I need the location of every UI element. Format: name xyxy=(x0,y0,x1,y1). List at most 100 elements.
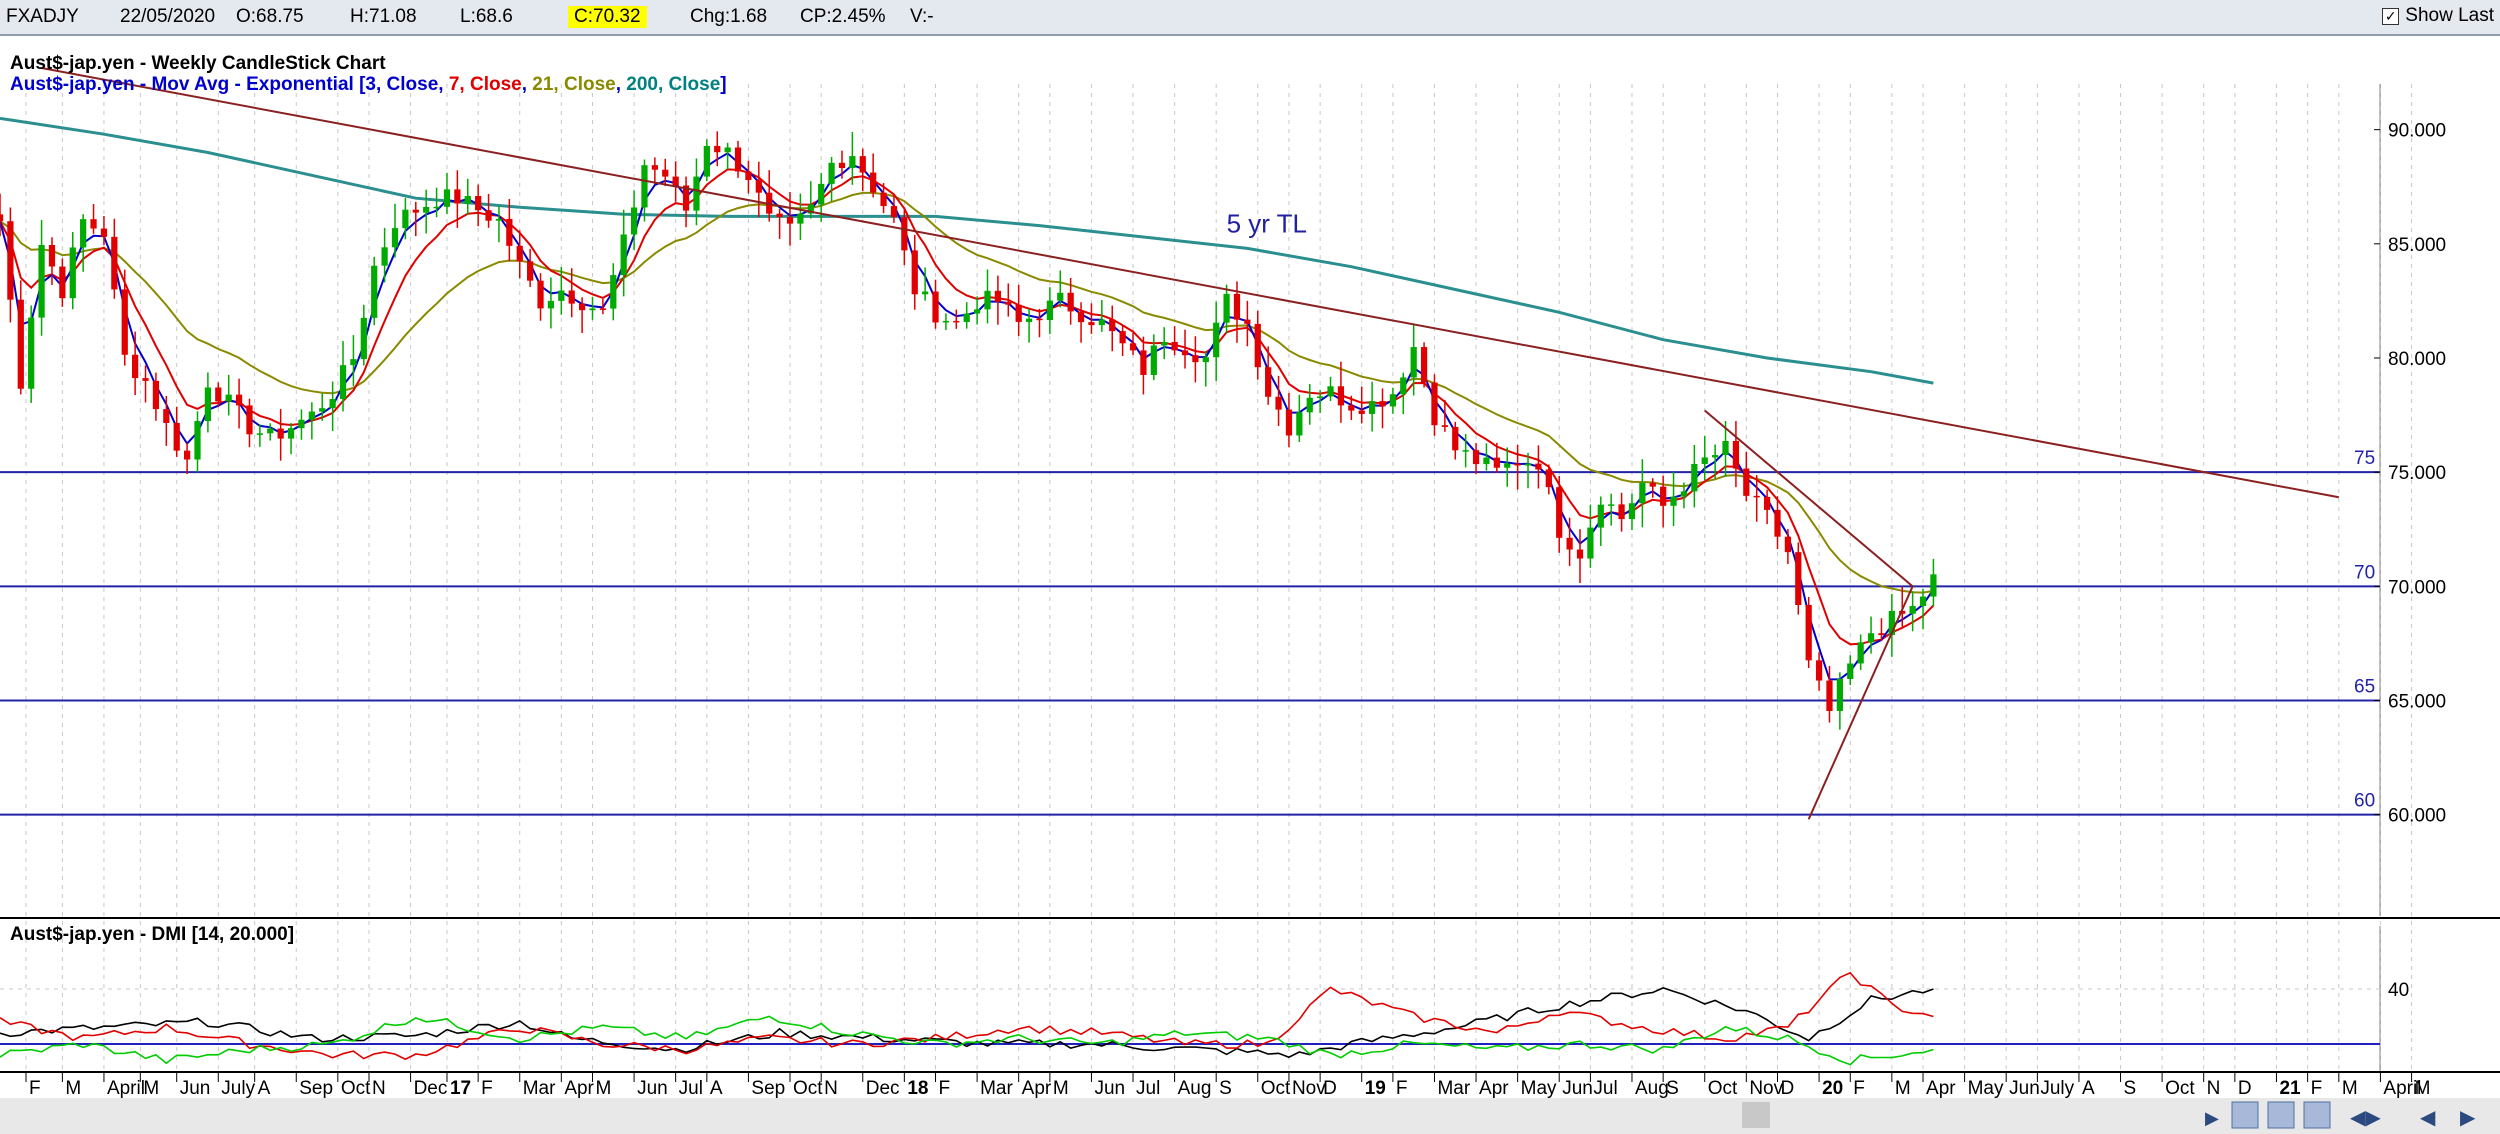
candle-body xyxy=(1774,509,1781,537)
x-tick-label: Apr xyxy=(1479,1078,1509,1099)
x-tick-label: A xyxy=(2082,1078,2095,1099)
x-tick-label: Aug xyxy=(1178,1078,1212,1099)
candle-body xyxy=(1067,292,1074,312)
scrollbar-track[interactable] xyxy=(0,1098,2500,1134)
show-last-label: Show Last xyxy=(2405,5,2494,26)
candle-body xyxy=(953,320,960,323)
scrollbar[interactable]: ▶ ◀▶ ◀ ▶ xyxy=(0,1098,2500,1134)
x-tick-label: Jul xyxy=(679,1078,703,1099)
candle-body xyxy=(1119,331,1126,344)
scrollbar-thumb[interactable] xyxy=(1742,1102,1770,1128)
candle-body xyxy=(589,308,596,311)
checkbox-icon[interactable]: ✓ xyxy=(2382,7,2400,25)
ema-21-line xyxy=(0,191,1934,594)
zoom-out-icon[interactable] xyxy=(2267,1101,2295,1129)
candle-body xyxy=(1732,440,1740,469)
candle-body xyxy=(48,245,56,267)
candle-body xyxy=(142,378,149,381)
candle-body xyxy=(942,320,950,323)
candle-body xyxy=(391,228,399,248)
indicator-part: 7, Close xyxy=(449,74,522,95)
pan-forward-icon[interactable]: ▶ xyxy=(2460,1107,2476,1129)
show-last-toggle[interactable]: ✓ Show Last xyxy=(2382,5,2494,27)
candle-body xyxy=(1202,357,1209,363)
x-tick-label: F xyxy=(939,1078,951,1099)
candle-body xyxy=(1317,396,1324,398)
candle-body xyxy=(1628,503,1636,520)
x-tick-label: N xyxy=(2207,1078,2221,1099)
candle-body xyxy=(672,176,679,186)
chart-canvas[interactable]: 75 70 65 60 90.000 85.000 80.000 75.000 70.000 6… xyxy=(0,36,2500,1134)
candle-body xyxy=(1639,482,1646,504)
candle-body xyxy=(277,428,284,439)
pan-back-icon[interactable]: ◀ xyxy=(2420,1107,2436,1129)
candle-body xyxy=(1410,347,1417,378)
candle-body xyxy=(80,219,87,248)
candle-body xyxy=(1025,318,1033,322)
level-label: 70 xyxy=(2354,562,2375,583)
x-tick-label: Apr xyxy=(1022,1078,1052,1099)
candle-body xyxy=(1545,469,1552,488)
candle-body xyxy=(1836,679,1843,711)
candle-body xyxy=(1420,347,1428,383)
candle-body xyxy=(1337,386,1345,406)
pan-first-icon[interactable]: ◀▶ xyxy=(2350,1107,2381,1129)
candle-body xyxy=(371,265,378,318)
candle-body xyxy=(1472,450,1480,465)
candle-body xyxy=(1660,486,1667,506)
candle-body xyxy=(475,195,482,211)
five-year-trendline xyxy=(41,67,2339,499)
candle-body xyxy=(1670,496,1677,506)
candle-body xyxy=(423,206,430,213)
candle-body xyxy=(152,380,160,410)
candle-body xyxy=(776,213,783,218)
x-tick-label: Mar xyxy=(1437,1078,1470,1099)
x-tick-label: 21 xyxy=(2279,1078,2301,1099)
candle-body xyxy=(703,145,710,177)
x-tick-label: S xyxy=(1219,1078,1232,1099)
x-tick-label: Oct xyxy=(1708,1078,1738,1099)
candle-body xyxy=(381,247,388,266)
candle-body xyxy=(433,206,440,209)
x-tick-label: Jun xyxy=(2009,1078,2040,1099)
candle-body xyxy=(111,236,118,290)
x-tick-label: S xyxy=(2124,1078,2137,1099)
candle-body xyxy=(1192,355,1199,363)
level-label: 65 xyxy=(2354,677,2375,698)
x-tick-label: Oct xyxy=(1261,1078,1291,1099)
scroll-left-icon[interactable]: ▶ xyxy=(2205,1108,2219,1128)
candle-body xyxy=(287,428,295,439)
trendline-label: 5 yr TL xyxy=(1227,208,1307,238)
candle-body xyxy=(1296,412,1303,436)
x-tick-label: M xyxy=(2415,1078,2431,1099)
x-tick-label: Jun xyxy=(180,1078,211,1099)
candle-body xyxy=(880,192,887,207)
candle-body xyxy=(1265,367,1272,397)
indicator-prefix: Aust$-jap.yen - Mov Avg - Exponential [ xyxy=(10,74,366,95)
open-value: O:68.75 xyxy=(236,6,304,27)
candle-body xyxy=(1504,463,1511,468)
candle-body xyxy=(1036,318,1043,321)
x-tick-label: Jul xyxy=(1593,1078,1617,1099)
zoom-in-icon[interactable] xyxy=(2231,1101,2259,1129)
candle-body xyxy=(568,290,575,304)
candle-body xyxy=(516,245,523,262)
candle-body xyxy=(1867,633,1875,643)
candle-body xyxy=(630,207,638,235)
candle-body xyxy=(506,218,513,246)
x-tick-label: May xyxy=(1968,1078,2004,1099)
indicator-part: 3, Close xyxy=(365,74,438,95)
x-tick-label: Apr xyxy=(1926,1078,1956,1099)
x-tick-label: Nov xyxy=(1749,1078,1783,1099)
candle-body xyxy=(1753,495,1760,498)
candle-body xyxy=(1909,606,1916,614)
candlesticks xyxy=(0,131,1937,730)
candle-body xyxy=(578,303,586,311)
candle-body xyxy=(495,218,503,221)
candle-body xyxy=(1057,292,1064,301)
candle-body xyxy=(204,387,212,422)
candle-body xyxy=(838,162,846,168)
candle-body xyxy=(1462,450,1469,452)
zoom-fit-icon[interactable] xyxy=(2303,1101,2331,1129)
